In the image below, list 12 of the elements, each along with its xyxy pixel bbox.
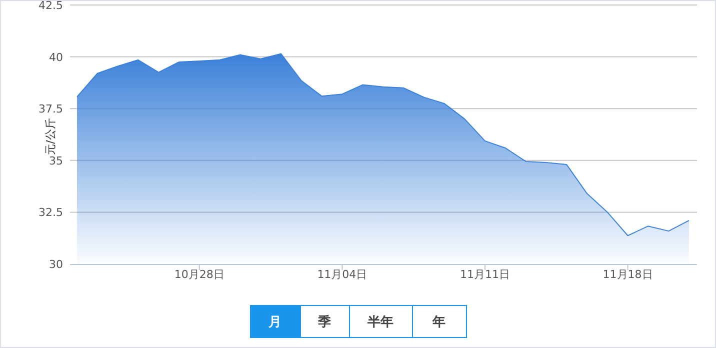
y-tick-label: 35	[49, 154, 63, 168]
x-tick-label: 11月18日	[602, 268, 653, 281]
x-tick-label: 11月11日	[460, 268, 510, 281]
y-tick-label: 42.5	[38, 0, 63, 12]
y-tick-label: 37.5	[38, 102, 63, 116]
period-buttons: 月 季 半年 年	[250, 305, 467, 338]
y-tick-label: 30	[49, 258, 63, 271]
y-tick-label: 40	[49, 50, 63, 64]
y-axis-title: 元/公斤	[44, 118, 57, 155]
x-tick-label: 10月28日	[174, 268, 224, 281]
x-tick-label: 11月04日	[317, 268, 368, 281]
y-tick-label: 32.5	[38, 206, 63, 220]
